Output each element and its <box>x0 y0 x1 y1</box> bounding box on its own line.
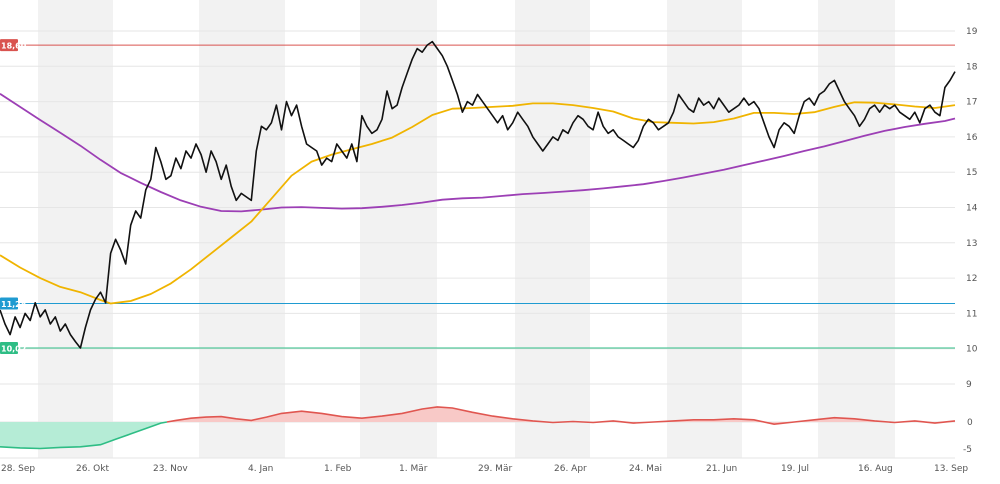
reference-label: 18,60 <box>1 42 27 51</box>
x-tick-label: 19. Jul <box>781 464 809 474</box>
x-tick-label: 26. Apr <box>554 464 587 474</box>
reference-label-box <box>0 341 18 354</box>
month-band <box>515 0 590 458</box>
month-bands <box>38 0 895 458</box>
oscillator-tick-label: -5 <box>963 445 972 455</box>
reference-label-box <box>0 39 18 52</box>
x-tick-label: 1. Feb <box>324 464 352 474</box>
reference-label: 10,02 <box>1 344 26 353</box>
series-lines <box>0 40 956 349</box>
oscillator-area-negative <box>0 422 167 449</box>
x-tick-label: 13. Sep <box>934 464 968 474</box>
x-tick-label: 23. Nov <box>153 464 188 474</box>
reference-lines: 18,60 11,28 10,02 <box>0 39 955 354</box>
y-tick-label: 17 <box>966 98 977 108</box>
y-tick-label: 14 <box>966 204 978 214</box>
month-band <box>818 0 895 458</box>
oscillator-line-negative <box>0 421 168 450</box>
reference-label-box <box>0 297 18 310</box>
y-tick-label: 9 <box>966 380 972 390</box>
series-line <box>0 101 956 305</box>
oscillator-area-positive <box>166 406 956 425</box>
y-tick-label: 16 <box>966 133 978 143</box>
y-tick-label: 12 <box>966 274 977 284</box>
x-tick-label: 26. Okt <box>76 464 109 474</box>
x-tick-label: 1. Mär <box>399 464 428 474</box>
series-line <box>0 40 956 349</box>
y-axis: 9 10 11 12 13 14 15 16 17 18 19 0 -5 <box>963 27 978 455</box>
y-tick-label: 15 <box>966 168 977 178</box>
month-band <box>38 0 113 458</box>
x-tick-label: 4. Jan <box>248 464 273 474</box>
series-line <box>0 93 956 213</box>
y-tick-label: 10 <box>966 345 978 355</box>
x-tick-label: 21. Jun <box>706 464 737 474</box>
y-tick-label: 19 <box>966 27 978 37</box>
reference-label: 11,28 <box>1 300 27 309</box>
x-tick-label: 28. Sep <box>1 464 35 474</box>
y-tick-label: 13 <box>966 239 977 249</box>
oscillator-line-positive <box>166 406 956 426</box>
month-band <box>667 0 742 458</box>
oscillator-tick-label: 0 <box>967 418 973 428</box>
x-tick-label: 24. Mai <box>629 464 662 474</box>
y-tick-label: 11 <box>966 309 977 319</box>
oscillator-panel <box>0 406 956 450</box>
x-axis: 28. Sep 26. Okt 23. Nov 4. Jan 1. Feb 1. Mär 2… <box>1 464 968 474</box>
x-tick-label: 29. Mär <box>478 464 512 474</box>
month-band <box>360 0 437 458</box>
x-tick-label: 16. Aug <box>858 464 893 474</box>
y-tick-label: 18 <box>966 62 978 72</box>
grid-lines <box>0 30 955 459</box>
